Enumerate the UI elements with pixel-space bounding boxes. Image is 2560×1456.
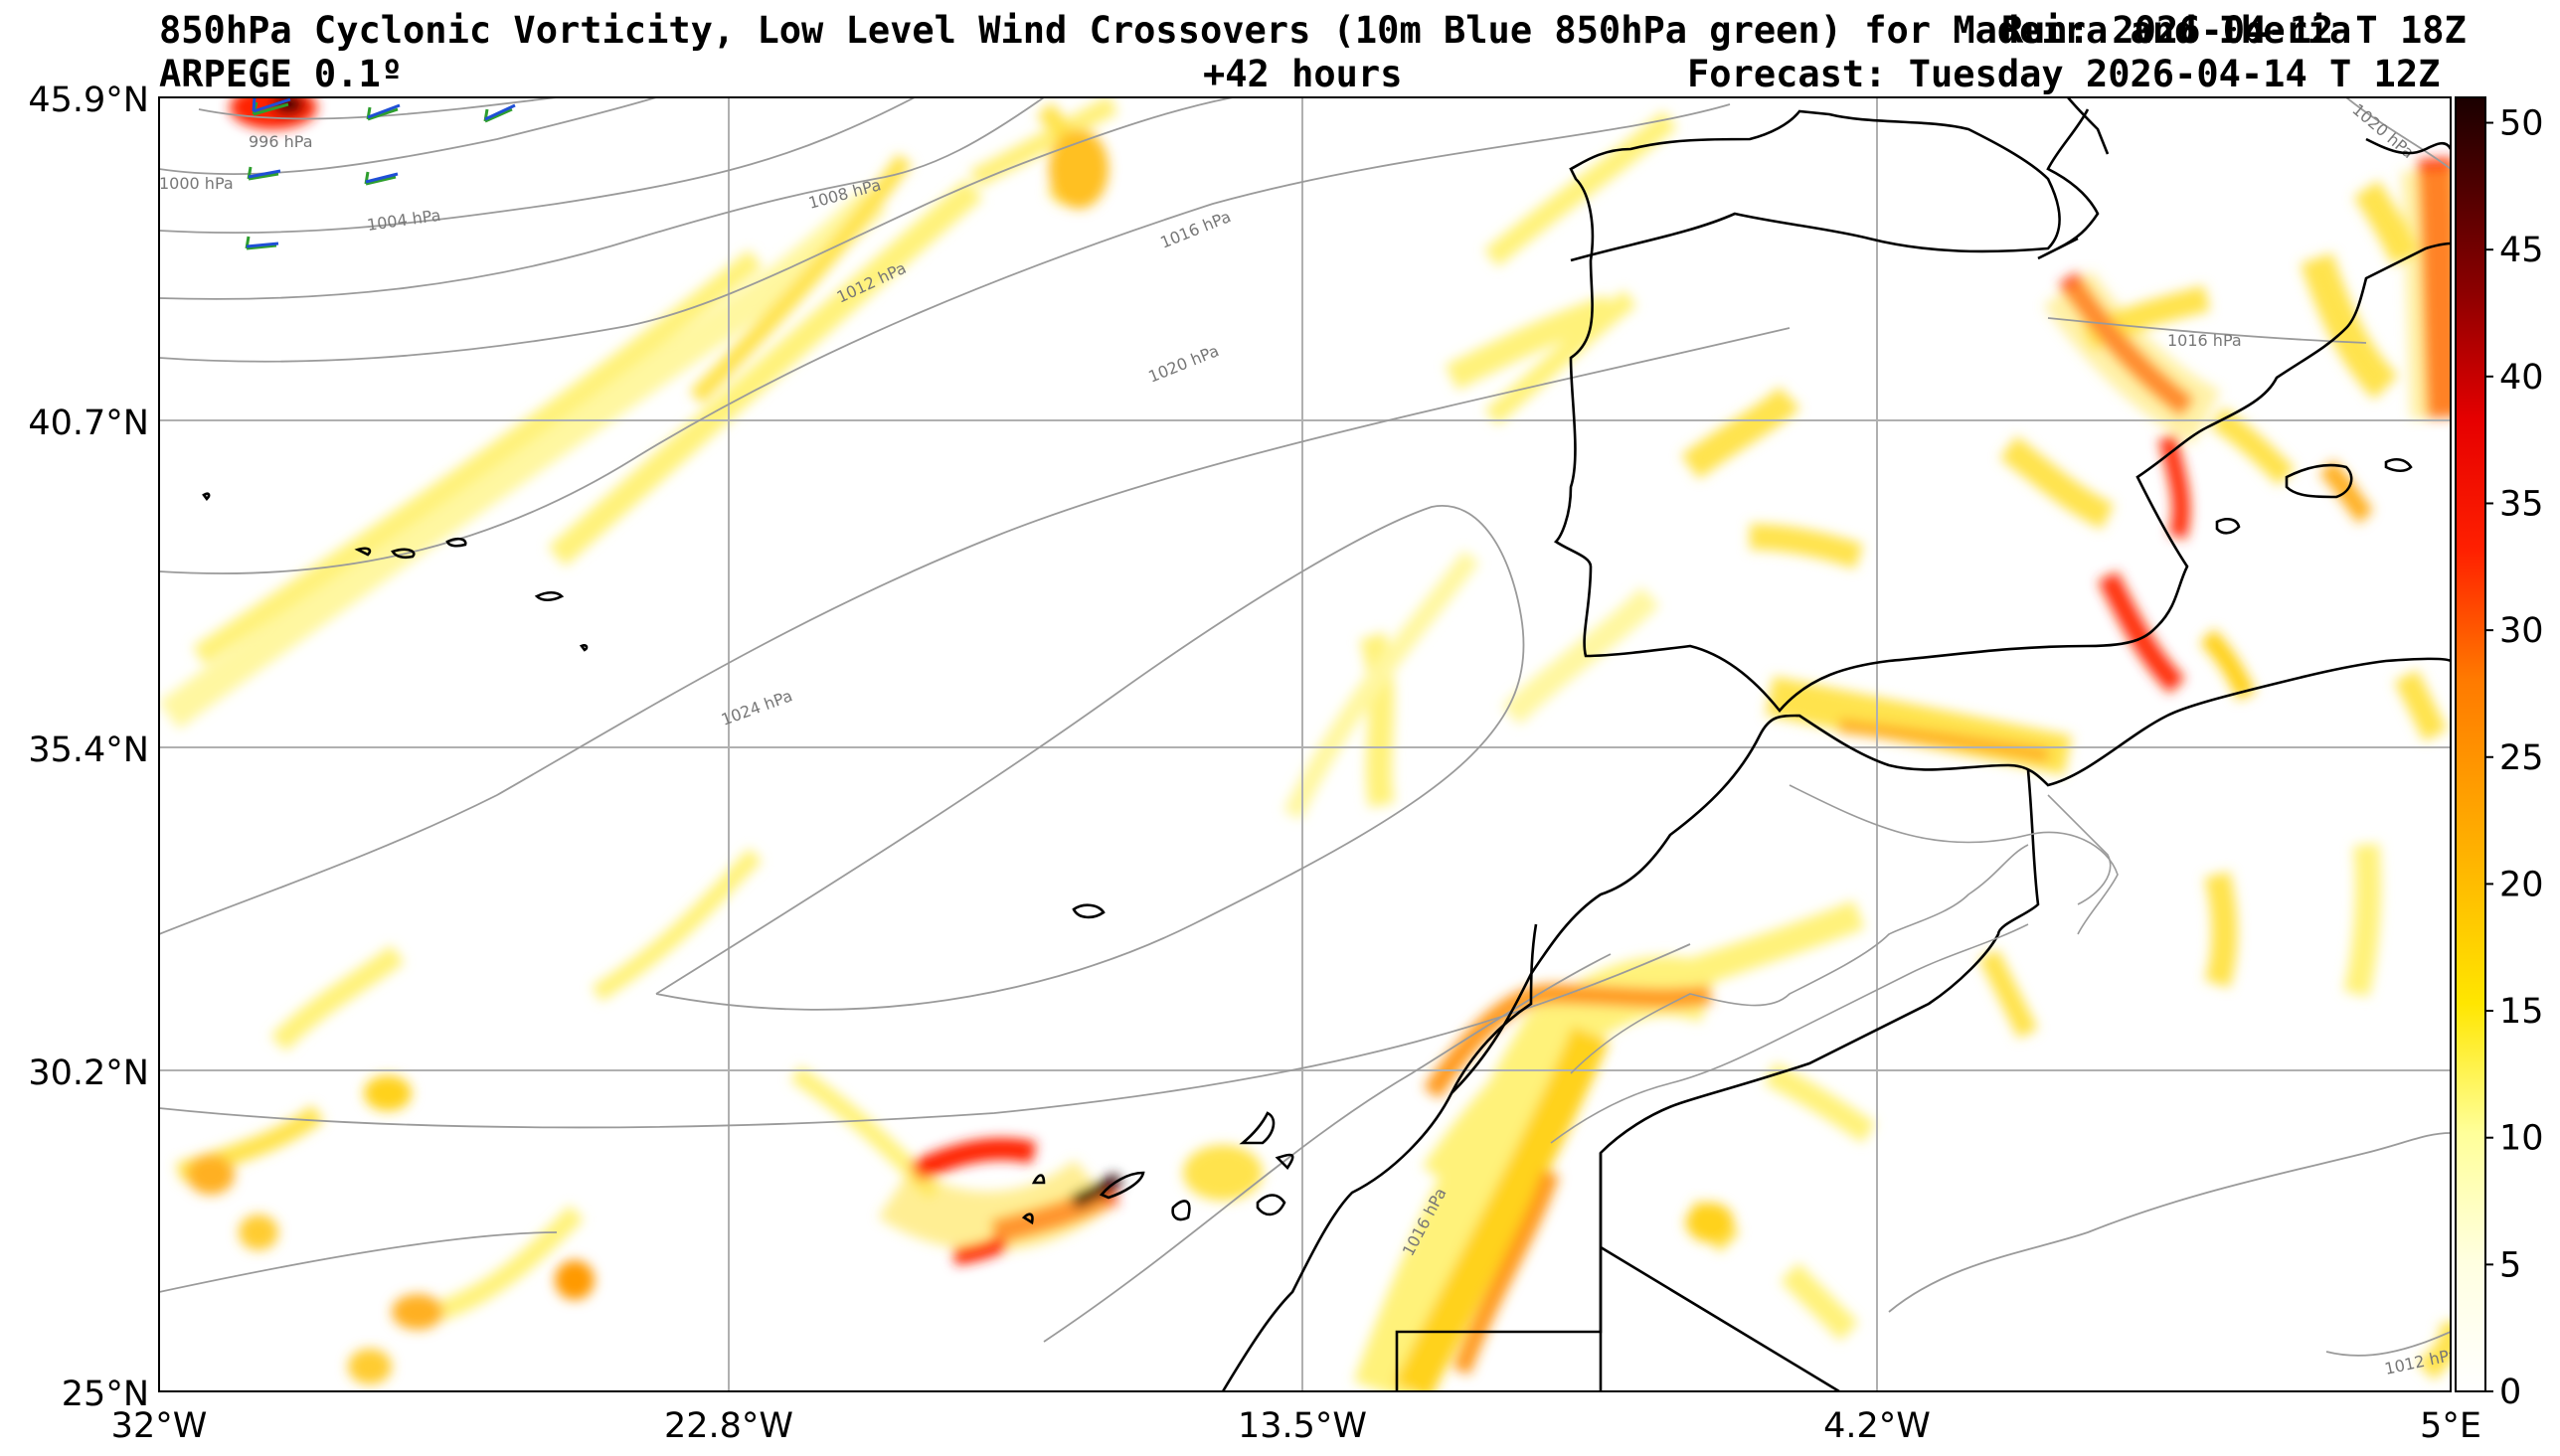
colorbar-tick-label: 5	[2499, 1245, 2521, 1285]
iberian-peninsula-coast	[1553, 109, 2451, 714]
colorbar-tick-label: 40	[2499, 358, 2544, 398]
colorbar-tick-label: 10	[2499, 1119, 2544, 1159]
canary-island-1	[1239, 1111, 1276, 1145]
atlas-contours	[1550, 784, 2119, 1144]
balearic-minor	[2384, 457, 2413, 473]
wind-crossover-10m	[365, 172, 399, 184]
colorbar-tick-label: 20	[2499, 865, 2544, 904]
lat-label: 35.4°N	[28, 730, 149, 770]
forecast-valid-time: Forecast: Tuesday 2026-04-14 T 12Z	[1687, 53, 2441, 95]
map-title: 850hPa Cyclonic Vorticity, Low Level Win…	[159, 9, 2352, 52]
azores-island-2	[391, 548, 416, 560]
model-name: ARPEGE 0.1º	[159, 53, 404, 95]
colorbar-ticks: 0 5 10 15 20 25 30 35 40 45 50	[2485, 104, 2544, 1412]
lon-label: 22.8°W	[664, 1406, 793, 1446]
longitude-labels: 32°W 22.8°W 13.5°W 4.2°W 5°E	[111, 1406, 2481, 1446]
lat-label: 30.2°N	[28, 1053, 149, 1093]
france-north	[2067, 97, 2110, 155]
lon-label: 5°E	[2420, 1406, 2481, 1446]
wind-crossovers	[245, 97, 516, 250]
madeira-island	[1072, 903, 1106, 919]
france-coast	[2046, 108, 2100, 250]
mauritania-border	[1600, 1245, 1840, 1391]
lon-label: 4.2°W	[1823, 1406, 1931, 1446]
lat-label: 40.7°N	[28, 404, 149, 443]
balearic-island	[2285, 463, 2353, 499]
canary-island-6	[1171, 1200, 1191, 1221]
isobar-label: 1000 hPa	[159, 174, 234, 193]
canary-island-7	[1021, 1213, 1034, 1225]
colorbar-tick-label: 50	[2499, 104, 2544, 144]
colorbar-tick-label: 0	[2499, 1373, 2521, 1412]
run-time: Run: 2026-04-12 T 18Z	[2001, 9, 2467, 52]
coastlines	[202, 97, 2451, 1391]
isobar-label: 996 hPa	[249, 132, 313, 151]
colorbar-tick-label: 35	[2499, 484, 2544, 524]
wind-crossover-10m	[484, 103, 516, 121]
ibiza-island	[2215, 517, 2241, 535]
morocco-algeria-border	[1599, 769, 2040, 1391]
lon-label: 13.5°W	[1238, 1406, 1367, 1446]
colorbar-tick-label: 25	[2499, 738, 2544, 778]
canary-island-3	[1275, 1153, 1294, 1171]
colorbar-tick-label: 45	[2499, 231, 2544, 270]
western-sahara-north-border	[1450, 923, 1538, 1094]
canary-island-4	[1099, 1171, 1145, 1200]
colorbar: 0 5 10 15 20 25 30 35 40 45 50	[2455, 96, 2544, 1412]
latitude-labels: 45.9°N 40.7°N 35.4°N 30.2°N 25°N	[28, 81, 149, 1414]
azores-island-3	[354, 547, 372, 557]
lat-label: 25°N	[62, 1375, 149, 1414]
gridlines	[159, 97, 2451, 1391]
colorbar-tick-label: 15	[2499, 992, 2544, 1032]
wind-crossover-10m	[246, 242, 279, 248]
lat-label: 45.9°N	[28, 81, 149, 120]
wind-crossover-10m	[248, 169, 281, 179]
isobars	[159, 97, 2451, 1357]
lon-label: 32°W	[111, 1406, 208, 1446]
plot-frame	[158, 96, 2452, 1392]
canary-island-2	[1256, 1194, 1286, 1216]
azores-island-6	[579, 644, 589, 652]
isobar-label: 1016 hPa	[2167, 331, 2242, 350]
vorticity-field	[159, 97, 2451, 1391]
azores-island-1	[534, 590, 565, 602]
azores-island-5	[202, 492, 211, 501]
north-africa-coast	[1221, 657, 2451, 1391]
colorbar-tick-label: 30	[2499, 611, 2544, 651]
colorbar-ramp	[2455, 96, 2486, 1392]
bay-of-biscay-coast	[2037, 237, 2079, 260]
canary-island-5	[1031, 1174, 1046, 1185]
wind-crossover-10m	[252, 97, 291, 113]
western-sahara-border	[1395, 1153, 1603, 1391]
azores-island-4	[445, 537, 467, 548]
wind-crossover-10m	[367, 103, 401, 119]
lead-time: +42 hours	[1203, 53, 1403, 95]
sardinia-border	[2365, 137, 2451, 155]
